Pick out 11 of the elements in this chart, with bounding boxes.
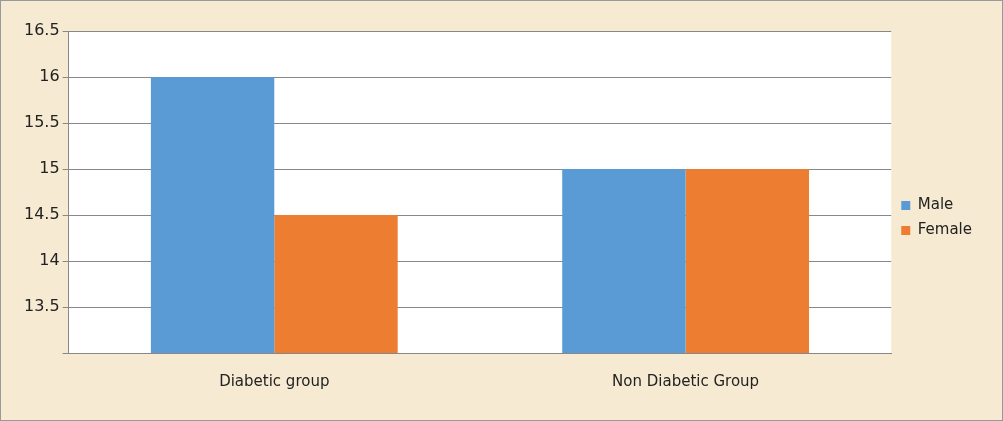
legend-label: Male — [917, 195, 954, 214]
y-tick-label: 14 — [39, 250, 60, 270]
y-tick-label: 15 — [39, 158, 60, 178]
x-tick-label: Diabetic group — [219, 371, 330, 390]
y-tick-label: 16.5 — [24, 20, 60, 40]
legend-label: Female — [917, 220, 973, 239]
x-tick-label: Non Diabetic Group — [612, 371, 760, 390]
y-tick-label: 13.5 — [24, 296, 60, 316]
y-tick-label: 15.5 — [24, 112, 60, 132]
y-tick-label: 14.5 — [24, 204, 60, 224]
y-tick-label: 16 — [39, 66, 60, 86]
